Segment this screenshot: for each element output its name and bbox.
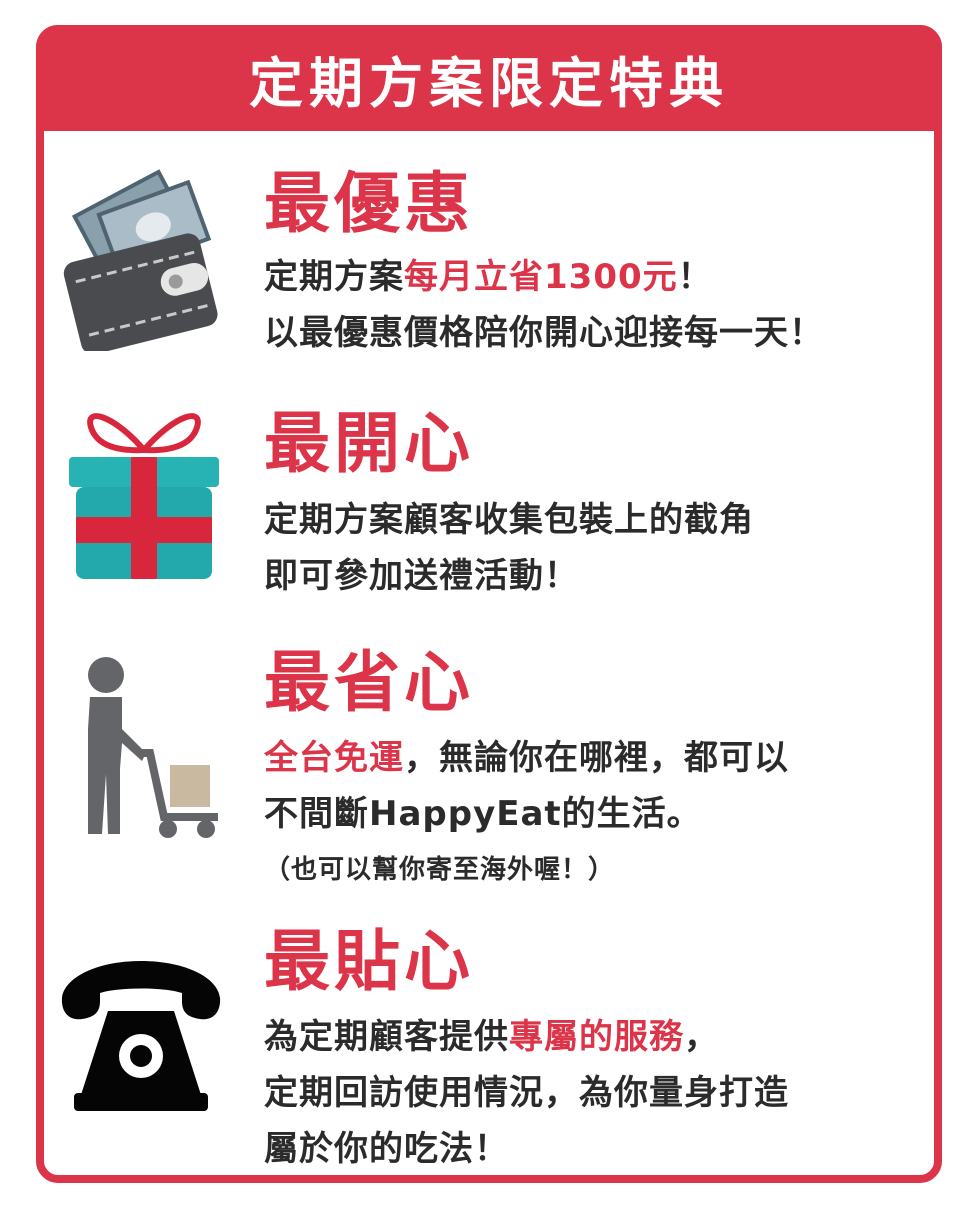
body-text: 屬於你的吃法！ — [264, 1129, 509, 1169]
body-text: 不間斷HappyEat的生活。 — [264, 794, 702, 834]
benefits-card: 定期方案限定特典 最優惠 定期方案每月立省1300元！ 以最優惠價格陪你開心迎接… — [36, 25, 942, 1183]
telephone-icon — [61, 961, 221, 1111]
body-text: ！ — [677, 257, 713, 297]
highlight-text: 專屬的服務 — [509, 1017, 684, 1057]
body-text: 即可參加送禮活動！ — [264, 556, 579, 596]
section-title: 最省心 — [264, 644, 474, 721]
page-title: 定期方案限定特典 — [249, 51, 729, 115]
section-note: （也可以幫你寄至海外喔！） — [264, 855, 616, 885]
section-title: 最開心 — [264, 405, 474, 482]
section-body: 為定期顧客提供專屬的服務， 定期回訪使用情況，為你量身打造 屬於你的吃法！ — [264, 1009, 789, 1177]
body-text: ，無論你在哪裡，都可以 — [404, 738, 789, 778]
body-text: 以最優惠價格陪你開心迎接每一天！ — [264, 313, 824, 353]
wallet-icon — [63, 169, 218, 351]
section-body: 定期方案顧客收集包裝上的截角 即可參加送禮活動！ — [264, 492, 754, 604]
body-text: ， — [684, 1017, 719, 1057]
section-body: 定期方案每月立省1300元！ 以最優惠價格陪你開心迎接每一天！ — [264, 249, 824, 361]
delivery-person-icon — [88, 657, 218, 838]
body-text: 定期回訪使用情況，為你量身打造 — [264, 1073, 789, 1113]
body-text: 定期方案顧客收集包裝上的截角 — [264, 500, 754, 540]
section-title: 最貼心 — [264, 923, 474, 1000]
header-banner: 定期方案限定特典 — [36, 25, 942, 131]
section-body: 全台免運，無論你在哪裡，都可以 不間斷HappyEat的生活。 — [264, 730, 789, 842]
section-title: 最優惠 — [264, 165, 474, 242]
body-text: 定期方案 — [264, 257, 404, 297]
highlight-text: 每月立省1300元 — [404, 257, 678, 297]
gift-icon — [69, 413, 219, 579]
body-text: 為定期顧客提供 — [264, 1017, 509, 1057]
highlight-text: 全台免運 — [264, 738, 404, 778]
